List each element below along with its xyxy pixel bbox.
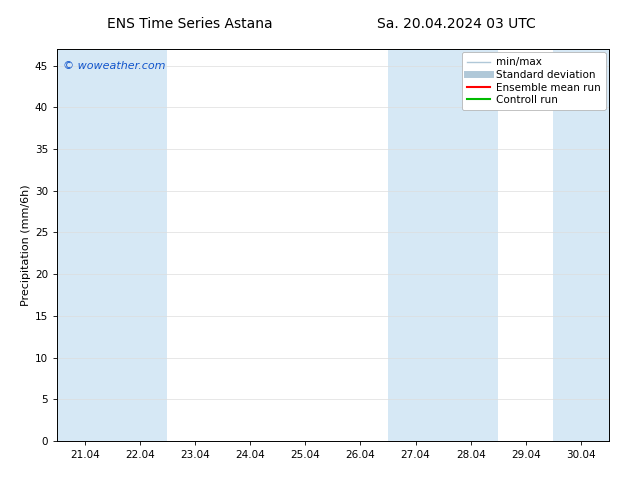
Bar <box>553 49 609 441</box>
Bar <box>443 49 498 441</box>
Legend: min/max, Standard deviation, Ensemble mean run, Controll run: min/max, Standard deviation, Ensemble me… <box>462 52 605 110</box>
Bar <box>112 49 167 441</box>
Text: ENS Time Series Astana: ENS Time Series Astana <box>107 17 273 31</box>
Bar <box>57 49 112 441</box>
Bar <box>388 49 443 441</box>
Text: Sa. 20.04.2024 03 UTC: Sa. 20.04.2024 03 UTC <box>377 17 536 31</box>
Y-axis label: Precipitation (mm/6h): Precipitation (mm/6h) <box>21 184 30 306</box>
Text: © woweather.com: © woweather.com <box>63 61 165 71</box>
